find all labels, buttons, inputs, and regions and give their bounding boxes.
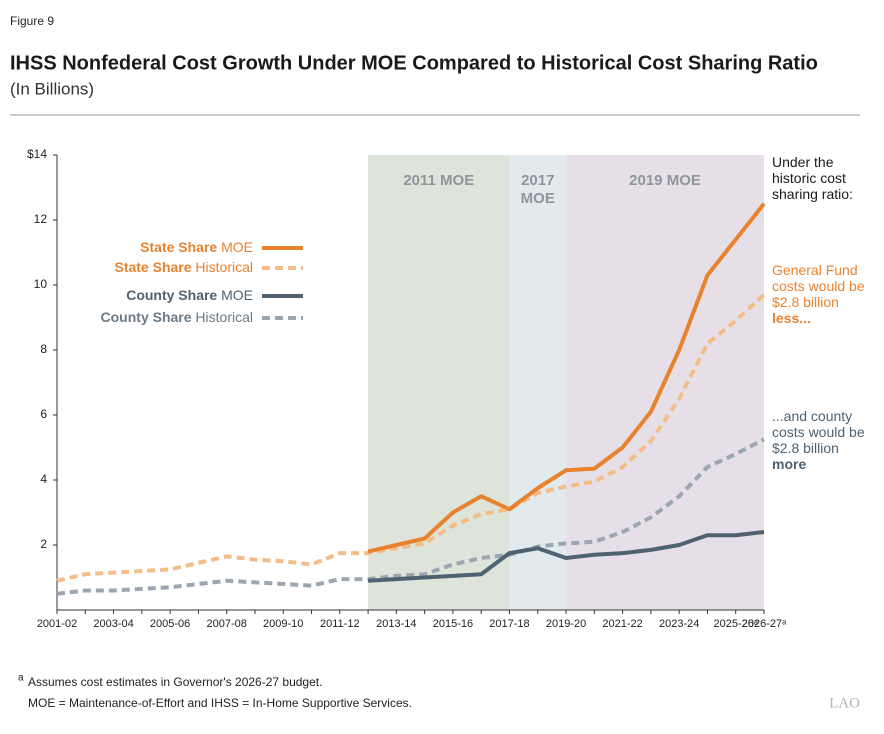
definitions: MOE = Maintenance-of-Effort and IHSS = I… — [28, 696, 412, 710]
series-line — [56, 293, 766, 583]
x-tick-label: 2021-22 — [602, 618, 642, 630]
legend-label: State Share MOE — [140, 239, 253, 255]
annotation: General Fund costs would be $2.8 billion… — [772, 262, 872, 326]
legend-label: State Share Historical — [114, 259, 253, 275]
legend-group: State Share — [114, 259, 191, 275]
x-tick-label: 2005-06 — [150, 618, 190, 630]
period-label: 2017 MOE — [521, 172, 555, 207]
annotation-text: ...and county costs would be $2.8 billio… — [772, 408, 865, 456]
x-tick-label: 2013-14 — [376, 618, 416, 630]
figure-label: Figure 9 — [10, 14, 54, 28]
legend-group: County Share — [126, 287, 217, 303]
x-tick-label: 2023-24 — [659, 618, 699, 630]
legend-group: County Share — [101, 309, 192, 325]
period-label-line: MOE — [521, 190, 555, 207]
legend-name: MOE — [221, 239, 253, 255]
chart-subtitle: (In Billions) — [10, 79, 94, 98]
y-tick-label: $14 — [27, 147, 47, 161]
logo: LAO — [829, 695, 860, 711]
x-tick-label: 2003-04 — [93, 618, 133, 630]
legend-name: MOE — [221, 287, 253, 303]
x-tick-label: 2017-18 — [489, 618, 529, 630]
period-band — [368, 155, 510, 610]
annotation-text: General Fund costs would be $2.8 billion — [772, 262, 865, 310]
x-tick-label: 2001-02 — [37, 618, 77, 630]
y-tick-label: 10 — [34, 277, 48, 291]
y-tick-label: 2 — [40, 537, 47, 551]
period-band — [509, 155, 567, 610]
x-tick-label: 2009-10 — [263, 618, 303, 630]
series-line — [367, 202, 766, 554]
annotation: ...and county costs would be $2.8 billio… — [772, 408, 872, 472]
footnote: Assumes cost estimates in Governor's 202… — [28, 675, 322, 689]
y-tick-label: 4 — [40, 472, 47, 486]
y-tick-label: 12 — [34, 212, 48, 226]
legend-label: County Share Historical — [101, 309, 253, 325]
y-tick-label: 8 — [40, 342, 47, 356]
x-tick-label: 2026-27ᵃ — [742, 618, 787, 630]
legend-label: County Share MOE — [126, 287, 253, 303]
y-tick-label: 6 — [40, 407, 47, 421]
x-tick-label: 2011-12 — [320, 618, 360, 630]
period-label: 2019 MOE — [629, 172, 701, 189]
legend-name: Historical — [195, 259, 253, 275]
series-line — [367, 530, 765, 583]
footnote-marker: a — [18, 673, 24, 684]
annotation: Under the historic cost sharing ratio: — [772, 154, 872, 202]
x-tick-label: 2025-26ᵃ — [713, 618, 758, 630]
period-label: 2011 MOE — [403, 172, 474, 189]
chart-title: IHSS Nonfederal Cost Growth Under MOE Co… — [10, 52, 818, 74]
series-line — [56, 437, 765, 596]
x-tick-label: 2015-16 — [433, 618, 473, 630]
annotation-emphasis: more — [772, 456, 807, 472]
annotation-text: Under the historic cost sharing ratio: — [772, 154, 853, 202]
legend-name: Historical — [195, 309, 253, 325]
x-tick-label: 2007-08 — [206, 618, 246, 630]
annotation-emphasis: less... — [772, 310, 811, 326]
period-label-line: 2017 — [521, 172, 554, 189]
legend-group: State Share — [140, 239, 217, 255]
x-tick-label: 2019-20 — [546, 618, 586, 630]
